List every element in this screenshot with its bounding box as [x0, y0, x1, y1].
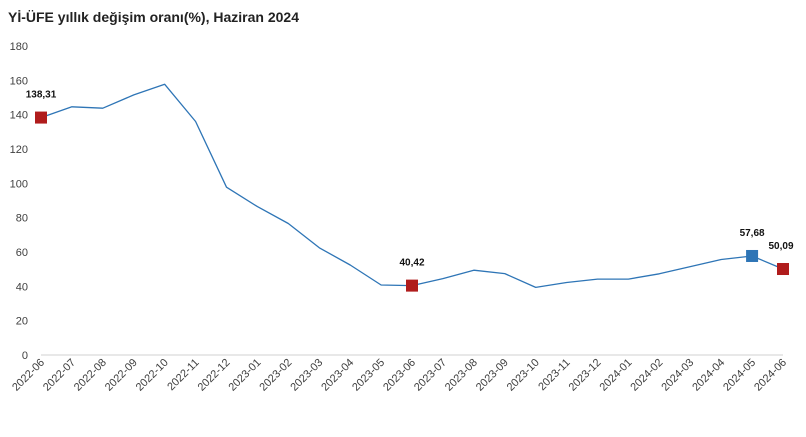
x-tick-label: 2022-09: [103, 357, 140, 394]
x-tick-label: 2024-01: [598, 357, 635, 394]
x-tick-label: 2023-05: [350, 357, 387, 394]
x-tick-label: 2022-12: [196, 357, 233, 394]
x-tick-label: 2022-07: [41, 357, 78, 394]
x-tick-label: 2024-03: [659, 357, 696, 394]
y-tick-label: 160: [10, 75, 28, 87]
y-tick-label: 120: [10, 144, 28, 156]
x-tick-label: 2023-04: [319, 357, 356, 394]
x-tick-label: 2023-03: [288, 357, 325, 394]
x-tick-label: 2023-06: [381, 357, 418, 394]
y-tick-label: 40: [16, 281, 28, 293]
data-label: 57,68: [740, 228, 765, 239]
data-marker: [746, 249, 759, 262]
y-tick-label: 60: [16, 247, 28, 259]
data-marker: [35, 111, 47, 124]
x-tick-label: 2022-06: [10, 357, 47, 394]
data-label: 50,09: [768, 241, 793, 252]
x-tick-label: 2022-08: [72, 357, 109, 394]
y-tick-label: 100: [10, 178, 28, 190]
data-label: 138,31: [26, 90, 57, 101]
y-tick-label: 20: [16, 316, 28, 328]
data-label: 40,42: [399, 258, 424, 269]
data-marker: [777, 263, 789, 276]
y-tick-label: 80: [16, 213, 28, 225]
x-tick-label: 2023-09: [474, 357, 511, 394]
x-tick-label: 2023-12: [567, 357, 604, 394]
x-tick-label: 2023-02: [257, 357, 294, 394]
x-tick-label: 2024-06: [752, 357, 789, 394]
x-tick-label: 2023-10: [505, 357, 542, 394]
x-tick-label: 2024-04: [690, 357, 727, 394]
x-tick-label: 2023-07: [412, 357, 449, 394]
y-tick-label: 180: [10, 41, 28, 53]
y-tick-label: 0: [22, 350, 28, 362]
x-tick-label: 2023-08: [443, 357, 480, 394]
x-tick-label: 2024-05: [721, 357, 758, 394]
x-tick-label: 2023-01: [227, 357, 264, 394]
y-tick-label: 140: [10, 110, 28, 122]
x-tick-label: 2023-11: [536, 357, 572, 393]
x-tick-label: 2022-11: [165, 357, 201, 393]
x-tick-label: 2024-02: [628, 357, 665, 394]
x-tick-label: 2022-10: [134, 357, 171, 394]
chart-title: Yİ-ÜFE yıllık değişim oranı(%), Haziran …: [8, 9, 299, 25]
data-marker: [406, 279, 418, 292]
